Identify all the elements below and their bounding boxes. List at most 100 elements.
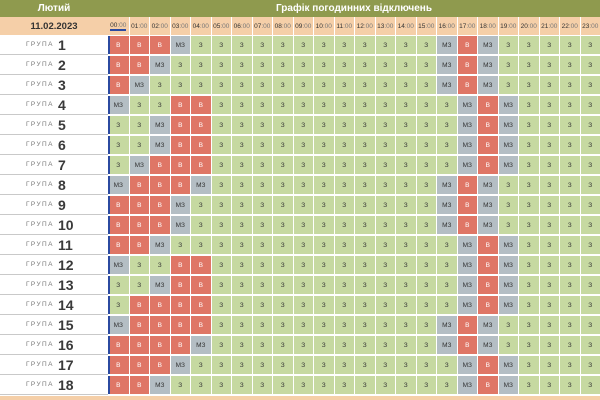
- schedule-cell-mz: МЗ: [497, 116, 518, 134]
- schedule-cell-z: З: [272, 96, 293, 114]
- schedule-cell-z: З: [190, 356, 211, 374]
- minute-label: 00: [447, 22, 455, 30]
- schedule-cell-mz: МЗ: [477, 216, 498, 234]
- hour-header: 06:00: [231, 17, 252, 35]
- schedule-cell-mz: МЗ: [477, 316, 498, 334]
- hour-label: 08: [274, 22, 282, 30]
- schedule-cell-z: З: [313, 96, 334, 114]
- schedule-cell-z: З: [231, 76, 252, 94]
- schedule-cell-v: В: [477, 96, 498, 114]
- schedule-cell-v: В: [456, 336, 477, 354]
- schedule-cell-mz: МЗ: [497, 256, 518, 274]
- schedule-cell-z: З: [497, 56, 518, 74]
- schedule-cell-z: З: [415, 256, 436, 274]
- schedule-cell-z: З: [579, 196, 600, 214]
- schedule-cell-z: З: [313, 56, 334, 74]
- schedule-cell-z: З: [374, 116, 395, 134]
- schedule-cell-z: З: [579, 316, 600, 334]
- schedule-cell-z: З: [395, 136, 416, 154]
- schedule-cell-z: З: [559, 156, 580, 174]
- schedule-cell-z: З: [292, 76, 313, 94]
- schedule-cell-z: З: [559, 56, 580, 74]
- hour-label: 21: [541, 22, 549, 30]
- schedule-cell-z: З: [128, 256, 149, 274]
- schedule-cell-v: В: [128, 236, 149, 254]
- schedule-cell-z: З: [108, 296, 129, 314]
- schedule-cell-z: З: [579, 276, 600, 294]
- schedule-cell-z: З: [374, 96, 395, 114]
- hour-header: 01:00: [128, 17, 150, 35]
- schedule-cell-z: З: [333, 196, 354, 214]
- group-row: ГРУПА 5 З З МЗ В В З З З З З З З З З З З З МЗ В МЗ З З З З: [0, 116, 600, 135]
- hour-label: 04: [192, 22, 200, 30]
- schedule-cell-z: З: [415, 216, 436, 234]
- schedule-cell-z: З: [559, 76, 580, 94]
- schedule-cell-z: З: [579, 36, 600, 54]
- schedule-cell-mz: МЗ: [149, 236, 170, 254]
- schedule-cell-z: З: [497, 36, 518, 54]
- schedule-cell-v: В: [169, 256, 190, 274]
- schedule-cell-z: З: [108, 136, 129, 154]
- schedule-cell-z: З: [415, 356, 436, 374]
- schedule-cell-z: З: [292, 336, 313, 354]
- schedule-cell-v: В: [190, 96, 211, 114]
- schedule-cell-z: З: [374, 356, 395, 374]
- hour-separator: :: [507, 22, 510, 30]
- schedule-cell-mz: МЗ: [169, 36, 190, 54]
- schedule-cell-v: В: [169, 96, 190, 114]
- schedule-cell-z: З: [518, 236, 539, 254]
- schedule-cell-z: З: [251, 256, 272, 274]
- bottom-strip: [0, 396, 600, 400]
- schedule-cell-z: З: [251, 136, 272, 154]
- schedule-cell-z: З: [251, 36, 272, 54]
- schedule-cell-mz: МЗ: [436, 36, 457, 54]
- schedule-cell-z: З: [313, 156, 334, 174]
- schedule-cell-z: З: [436, 256, 457, 274]
- schedule-cell-z: З: [333, 156, 354, 174]
- schedule-cell-z: З: [313, 236, 334, 254]
- schedule-cell-z: З: [559, 256, 580, 274]
- schedule-cell-z: З: [292, 276, 313, 294]
- group-number: 10: [58, 217, 74, 233]
- group-label: ГРУПА 11: [0, 236, 108, 255]
- schedule-cell-z: З: [272, 116, 293, 134]
- schedule-cell-v: В: [108, 196, 129, 214]
- schedule-cell-z: З: [538, 296, 559, 314]
- group-number: 15: [58, 317, 74, 333]
- schedule-cell-z: З: [538, 376, 559, 394]
- schedule-cell-mz: МЗ: [456, 156, 477, 174]
- schedule-cell-z: З: [518, 96, 539, 114]
- schedule-cell-v: В: [456, 316, 477, 334]
- schedule-cell-z: З: [395, 56, 416, 74]
- schedule-cell-z: З: [354, 76, 375, 94]
- schedule-cell-z: З: [354, 36, 375, 54]
- schedule-cell-v: В: [128, 316, 149, 334]
- schedule-cell-mz: МЗ: [477, 196, 498, 214]
- hour-separator: :: [261, 22, 264, 30]
- schedule-cell-v: В: [128, 296, 149, 314]
- group-number: 7: [58, 157, 66, 173]
- schedule-cell-z: З: [149, 96, 170, 114]
- schedule-cell-z: З: [231, 116, 252, 134]
- schedule-cell-mz: МЗ: [456, 296, 477, 314]
- group-number: 2: [58, 57, 66, 73]
- schedule-cell-z: З: [374, 56, 395, 74]
- schedule-cell-z: З: [374, 36, 395, 54]
- group-row: ГРУПА 10 В В В МЗ З З З З З З З З З З З З МЗ В МЗ З З З З З: [0, 216, 600, 235]
- schedule-cell-v: В: [456, 76, 477, 94]
- group-number: 14: [58, 297, 74, 313]
- schedule-cell-z: З: [538, 236, 559, 254]
- schedule-cell-z: З: [231, 256, 252, 274]
- hour-label: 15: [418, 22, 426, 30]
- schedule-cell-z: З: [190, 376, 211, 394]
- schedule-cell-z: З: [333, 316, 354, 334]
- group-label: ГРУПА 16: [0, 336, 108, 355]
- schedule-cell-z: З: [272, 296, 293, 314]
- hour-header: 10:00: [313, 17, 334, 35]
- schedule-cell-z: З: [292, 236, 313, 254]
- schedule-cell-z: З: [251, 236, 272, 254]
- hour-label: 20: [520, 22, 528, 30]
- minute-label: 00: [140, 22, 148, 30]
- hour-header: 23:00: [579, 17, 600, 35]
- schedule-cell-v: В: [190, 276, 211, 294]
